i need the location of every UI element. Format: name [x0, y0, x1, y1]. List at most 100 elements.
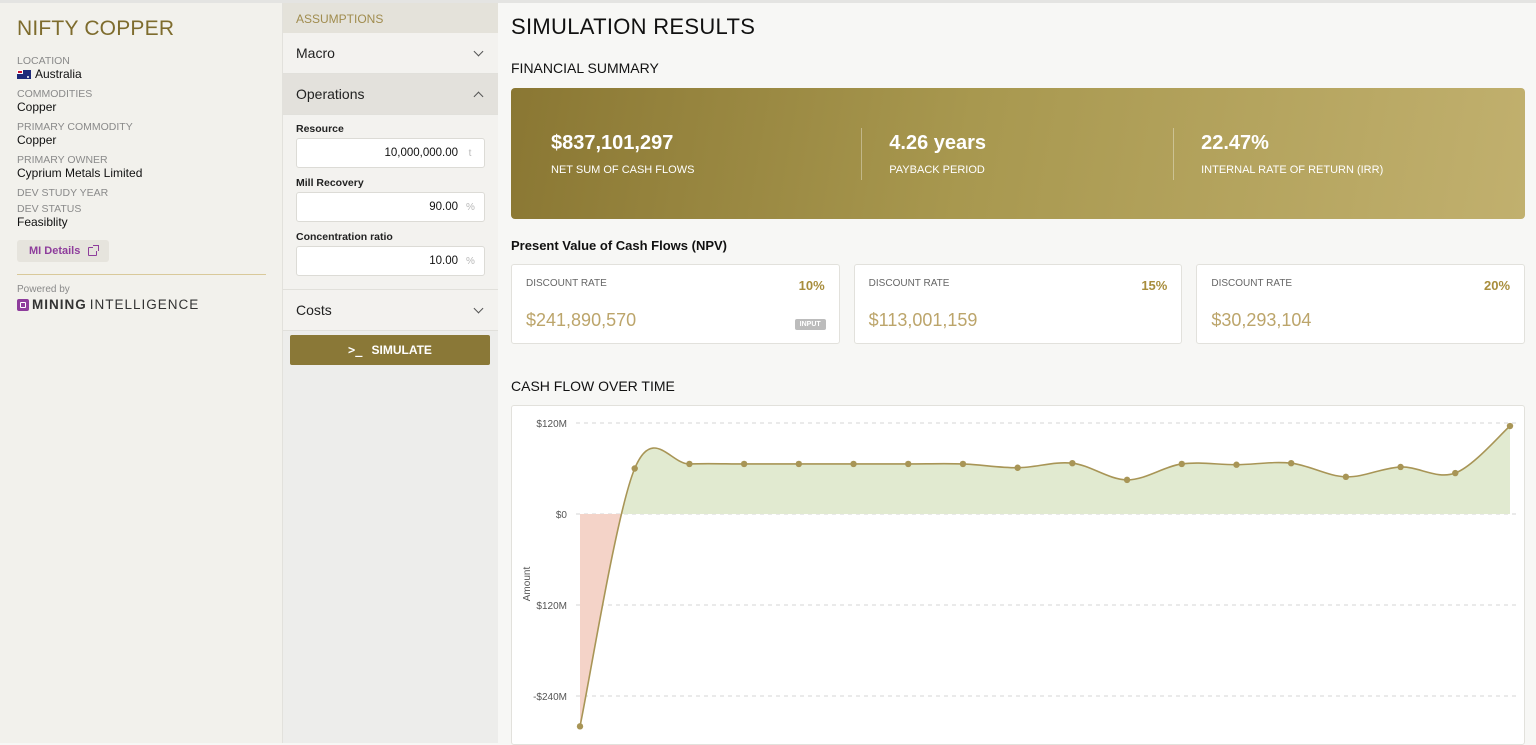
accordion-label: Costs — [296, 302, 332, 318]
mining-intelligence-logo-icon — [17, 298, 29, 311]
data-point — [740, 460, 748, 468]
data-point — [1342, 473, 1350, 481]
field-label: PRIMARY COMMODITY — [17, 121, 133, 133]
data-point — [1452, 469, 1459, 477]
accordion-operations[interactable]: Operations — [283, 74, 498, 115]
positive-area — [580, 426, 1510, 514]
discount-rate-value: 15% — [1141, 278, 1168, 293]
external-link-icon — [88, 244, 100, 256]
results-panel: SIMULATION RESULTS FINANCIAL SUMMARY $83… — [511, 3, 1526, 745]
project-info-panel: NIFTY COPPER LOCATION Australia COMMODIT… — [0, 3, 283, 743]
accordion-macro[interactable]: Macro — [283, 33, 498, 74]
field-label: DEV STUDY YEAR — [17, 187, 109, 199]
data-point — [905, 460, 912, 468]
financial-summary-banner: $837,101,297 NET SUM OF CASH FLOWS 4.26 … — [511, 88, 1525, 219]
npv-value: $113,001,159 — [868, 310, 978, 330]
data-point — [959, 460, 967, 468]
simulate-label: SIMULATE — [371, 343, 432, 357]
npv-cards: DISCOUNT RATE 10% $241,890,570 INPUT DIS… — [511, 264, 1526, 344]
unit-label: % — [466, 255, 475, 267]
data-point — [1123, 476, 1131, 484]
y-axis-label: Amount — [522, 567, 533, 602]
data-point — [631, 465, 638, 472]
field-label: DEV STATUS — [17, 203, 82, 215]
project-name: NIFTY COPPER — [17, 17, 175, 40]
field-dev-status: DEV STATUS Feasiblity — [17, 203, 266, 229]
data-point — [1506, 422, 1514, 430]
field-primary-owner: PRIMARY OWNER Cyprium Metals Limited — [17, 154, 266, 180]
discount-rate-value: 20% — [1483, 278, 1511, 293]
metric-value: 4.26 years — [889, 131, 987, 154]
data-point — [1233, 461, 1240, 468]
brand-bold-text: MINING — [32, 297, 87, 312]
npv-card-20: DISCOUNT RATE 20% $30,293,104 — [1196, 264, 1526, 344]
y-tick-label: $120M — [536, 419, 567, 430]
metric-label: NET SUM OF CASH FLOWS — [551, 163, 695, 176]
field-value: Copper — [17, 100, 57, 114]
y-tick-label: -$240M — [533, 692, 567, 703]
operations-body: Resource 10,000,000.00 t Mill Recovery 9… — [283, 115, 498, 290]
concentration-ratio-label: Concentration ratio — [296, 231, 393, 243]
simulate-button[interactable]: >_ SIMULATE — [290, 335, 490, 365]
terminal-icon: >_ — [348, 343, 363, 357]
assumptions-header: ASSUMPTIONS — [283, 3, 498, 33]
metric-label: INTERNAL RATE OF RETURN (IRR) — [1201, 163, 1384, 176]
mill-recovery-input[interactable]: 90.00 % — [296, 192, 485, 222]
financial-summary-title: FINANCIAL SUMMARY — [511, 60, 659, 76]
australia-flag-icon — [17, 69, 31, 79]
y-tick-label: $0 — [556, 510, 568, 521]
field-dev-study-year: DEV STUDY YEAR — [17, 187, 266, 199]
input-badge: INPUT — [794, 319, 826, 330]
chevron-up-icon — [473, 91, 484, 101]
metric-value: $837,101,297 — [551, 131, 674, 154]
metric-label: PAYBACK PERIOD — [889, 163, 985, 176]
npv-value: $30,293,104 — [1211, 310, 1312, 330]
mi-details-button[interactable]: MI Details — [17, 240, 110, 262]
discount-rate-value: 10% — [798, 278, 825, 293]
y-tick-label: $120M — [536, 601, 567, 612]
resource-label: Resource — [296, 123, 344, 135]
accordion-costs[interactable]: Costs — [283, 290, 498, 331]
concentration-ratio-input[interactable]: 10.00 % — [296, 246, 485, 276]
data-point — [795, 460, 803, 468]
mill-recovery-value: 90.00 — [429, 201, 458, 213]
mining-intelligence-logo[interactable]: MINING INTELLIGENCE — [17, 297, 266, 312]
concentration-ratio-value: 10.00 — [429, 255, 458, 267]
field-value: Copper — [17, 133, 57, 147]
powered-by-label: Powered by — [17, 284, 70, 295]
field-value: Australia — [35, 67, 82, 81]
chevron-down-icon — [473, 303, 484, 313]
field-value: Cyprium Metals Limited — [17, 166, 143, 180]
data-point — [1178, 460, 1185, 468]
mill-recovery-label: Mill Recovery — [296, 177, 364, 189]
cash-flow-title: CASH FLOW OVER TIME — [511, 378, 675, 394]
field-label: PRIMARY OWNER — [17, 154, 108, 166]
field-label: COMMODITIES — [17, 88, 93, 100]
metric-net-sum: $837,101,297 NET SUM OF CASH FLOWS — [551, 128, 861, 180]
cash-flow-chart: $120M $0 $120M -$240M Amount — [511, 405, 1525, 745]
discount-rate-label: DISCOUNT RATE — [868, 278, 950, 289]
accordion-label: Operations — [296, 86, 365, 102]
data-point — [576, 723, 584, 730]
assumptions-panel: ASSUMPTIONS Macro Operations Resource 10… — [283, 3, 498, 743]
data-point — [1014, 464, 1021, 471]
discount-rate-label: DISCOUNT RATE — [526, 278, 607, 289]
field-primary-commodity: PRIMARY COMMODITY Copper — [17, 121, 266, 147]
divider — [17, 274, 266, 275]
data-point — [1069, 459, 1076, 467]
field-location: LOCATION Australia — [17, 55, 266, 81]
data-point — [850, 460, 857, 468]
npv-value: $241,890,570 — [526, 310, 637, 330]
unit-label: t — [468, 147, 472, 159]
npv-card-15: DISCOUNT RATE 15% $113,001,159 — [853, 264, 1183, 344]
top-border — [0, 0, 1536, 3]
npv-card-10: DISCOUNT RATE 10% $241,890,570 INPUT — [511, 264, 840, 344]
metric-irr: 22.47% INTERNAL RATE OF RETURN (IRR) — [1173, 127, 1485, 180]
field-label: LOCATION — [17, 55, 70, 67]
resource-input[interactable]: 10,000,000.00 t — [296, 138, 485, 168]
unit-label: % — [466, 201, 475, 213]
accordion-label: Macro — [296, 45, 335, 61]
cash-flow-chart-svg: $120M $0 $120M -$240M Amount — [522, 419, 1516, 730]
mi-details-label: MI Details — [29, 245, 81, 257]
metric-value: 22.47% — [1201, 131, 1269, 154]
